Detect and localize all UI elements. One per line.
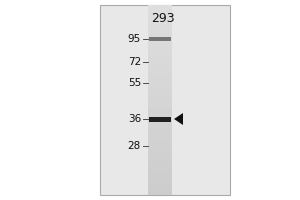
Text: 95: 95 bbox=[128, 34, 141, 44]
Text: 293: 293 bbox=[151, 12, 175, 25]
Bar bbox=[149, 37, 171, 41]
Text: 28: 28 bbox=[128, 141, 141, 151]
Bar bbox=[149, 116, 171, 121]
Text: 72: 72 bbox=[128, 57, 141, 67]
Text: 55: 55 bbox=[128, 78, 141, 88]
Text: 36: 36 bbox=[128, 114, 141, 124]
Polygon shape bbox=[174, 113, 183, 125]
Bar bbox=[100, 5, 230, 195]
